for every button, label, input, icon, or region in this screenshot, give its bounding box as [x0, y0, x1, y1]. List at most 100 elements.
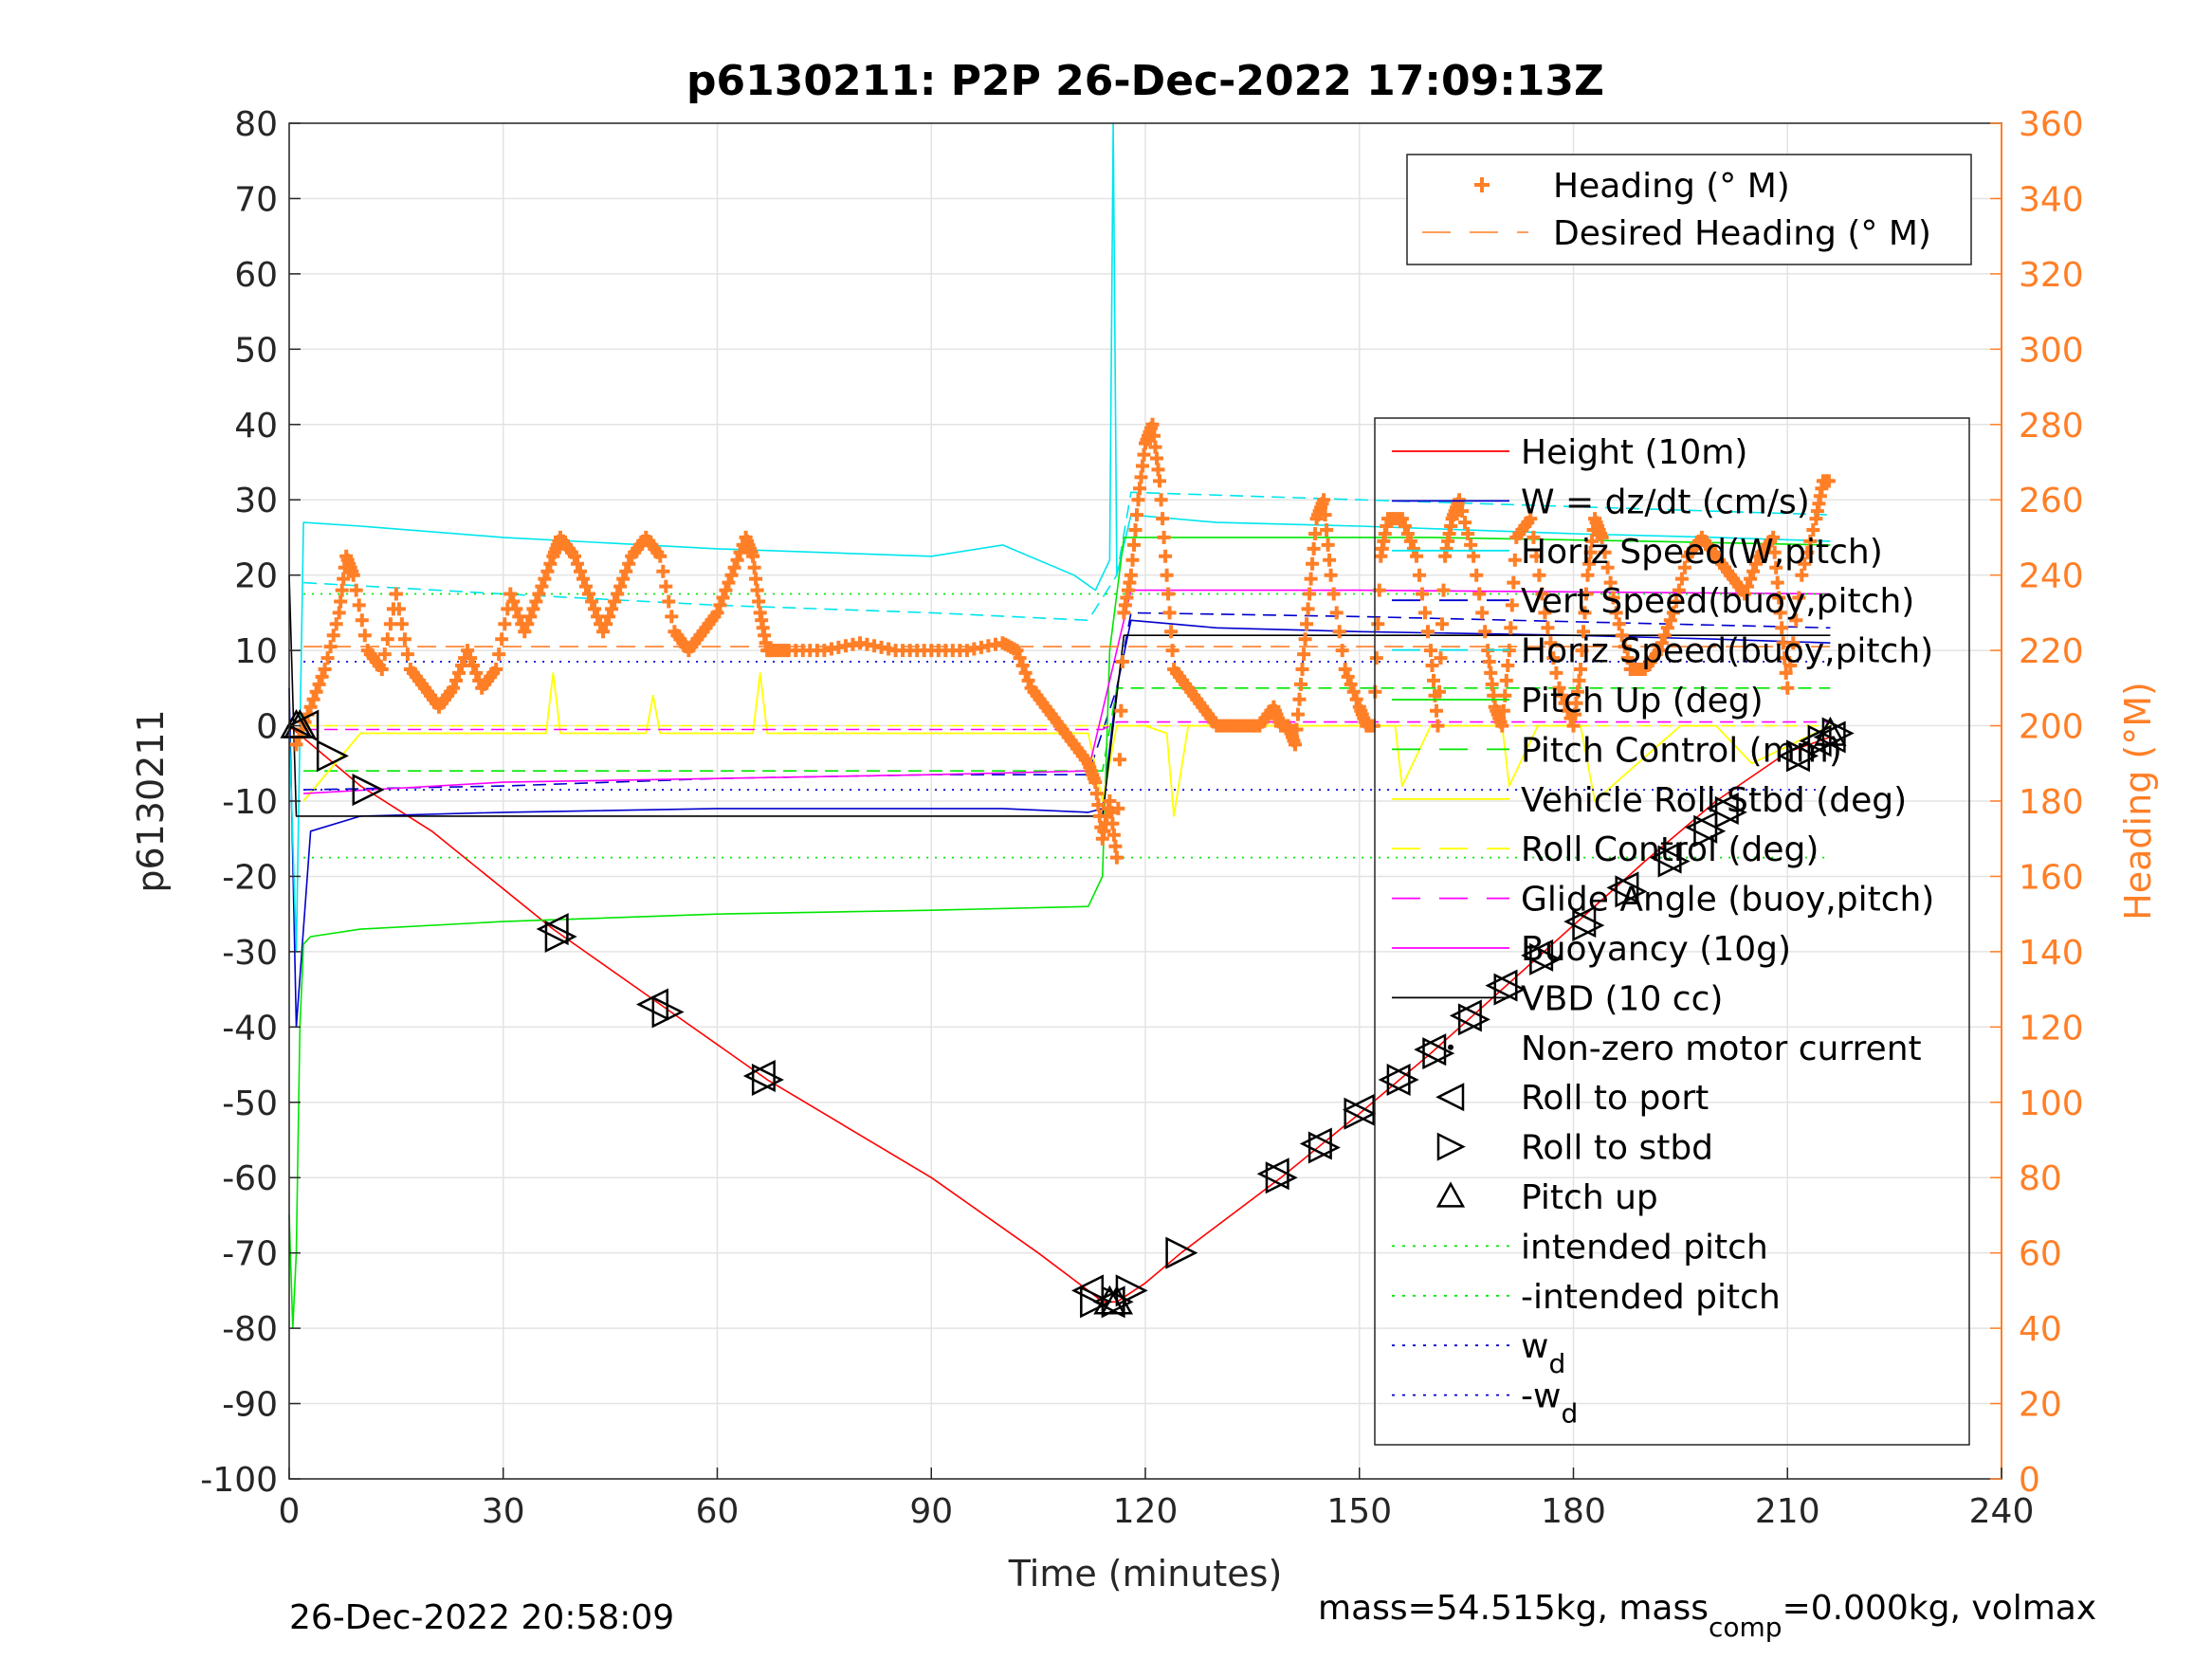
x-tick-label: 60 [696, 1492, 740, 1531]
heading-point [512, 610, 526, 624]
heading-point [1154, 493, 1168, 507]
y-tick-label-left: 0 [256, 708, 278, 747]
heading-point [1297, 647, 1311, 662]
series-line-height [288, 724, 1831, 1304]
marker-roll-to-stbd [1386, 1063, 1419, 1096]
marker-roll-to-stbd [1786, 739, 1819, 773]
marker-roll-to-stbd [1572, 909, 1605, 942]
heading-point [1566, 719, 1581, 733]
heading-point [1789, 613, 1803, 628]
heading-point [1549, 665, 1563, 680]
heading-point [662, 594, 676, 609]
heading-point [329, 617, 343, 631]
x-tick-label: 120 [1113, 1492, 1179, 1531]
x-axis: 0 30 60 90 120 150 180 210 240 [279, 1468, 2034, 1531]
marker-roll-to-stbd [1657, 845, 1691, 878]
heading-point [1606, 591, 1620, 605]
heading-point [503, 587, 518, 601]
heading-point [1583, 545, 1598, 559]
heading-point [529, 594, 543, 609]
heading-point [1603, 575, 1618, 590]
heading-point [1770, 575, 1784, 590]
heading-point [1151, 463, 1165, 477]
legend-top-label: Desired Heading (° M) [1553, 214, 1931, 253]
heading-point [526, 602, 540, 616]
heading-point [1786, 636, 1801, 650]
legend-heading-symbol [1474, 177, 1490, 192]
legend-main-label: Vehicle Roll Stbd (deg) [1521, 781, 1907, 820]
y-tick-label-left: 30 [234, 482, 278, 520]
y-tick-label-right: 340 [2019, 180, 2084, 219]
heading-point [1130, 508, 1143, 522]
heading-point [719, 583, 733, 597]
heading-point [613, 579, 628, 593]
legend-main-label: -intended pitch [1521, 1278, 1781, 1317]
marker-roll-to-stbd [1714, 795, 1747, 829]
legend-main-label: Pitch up [1521, 1178, 1658, 1217]
legend-main-label: Pitch Control (mm) [1521, 731, 1842, 770]
y-tick-label-right: 200 [2019, 708, 2084, 747]
heading-point [323, 640, 338, 654]
heading-point [605, 602, 619, 616]
marker-roll-to-stbd [1457, 1003, 1490, 1036]
heading-point [466, 659, 481, 672]
y-tick-label-right: 0 [2019, 1461, 2040, 1500]
heading-point [1410, 549, 1423, 563]
heading-point [1569, 696, 1583, 710]
heading-point [1133, 482, 1146, 496]
heading-point [380, 632, 394, 647]
heading-point [1654, 636, 1669, 650]
heading-point [1657, 629, 1672, 643]
heading-point [1660, 621, 1674, 635]
heading-point [579, 579, 593, 593]
heading-point [1798, 556, 1812, 571]
heading-point [1108, 839, 1123, 853]
y-tick-label-right: 140 [2019, 934, 2084, 973]
marker-roll-to-stbd [1344, 1097, 1377, 1130]
heading-point [710, 606, 724, 620]
heading-point [1091, 798, 1106, 811]
series-group [288, 122, 1836, 1329]
heading-point [1346, 684, 1361, 699]
y-axis-label-right: Heading (°M) [2117, 682, 2159, 921]
heading-point [1303, 587, 1317, 601]
y-tick-label-right: 360 [2019, 105, 2084, 144]
heading-point [582, 587, 595, 601]
heading-point [750, 583, 764, 597]
heading-point [1585, 534, 1600, 548]
heading-point [518, 625, 532, 639]
heading-point [1472, 587, 1487, 601]
heading-point [1162, 606, 1177, 620]
heading-point [616, 572, 631, 586]
y-tick-label-left: -60 [222, 1159, 278, 1198]
y-tick-label-left: -30 [222, 934, 278, 973]
heading-point [1434, 651, 1448, 665]
x-tick-label: 150 [1326, 1492, 1392, 1531]
heading-point [1164, 625, 1179, 639]
legend-main-label: W = dz/dt (cm/s) [1521, 483, 1810, 521]
heading-point [1544, 636, 1558, 650]
legend-marker-symbol [1435, 1181, 1466, 1208]
heading-point [1524, 512, 1538, 526]
y-tick-label-left: -20 [222, 858, 278, 897]
heading-point [1156, 512, 1170, 526]
marker-roll-to-stbd [1529, 942, 1563, 975]
heading-point [1338, 663, 1352, 676]
heading-point [1021, 673, 1035, 687]
heading-point [334, 594, 348, 609]
heading-point [1575, 644, 1589, 658]
heading-point [1128, 523, 1143, 537]
y-tick-label-left: -90 [222, 1386, 278, 1425]
heading-point [1571, 684, 1584, 699]
heading-point [289, 738, 303, 752]
heading-point [596, 625, 611, 639]
heading-point [1430, 703, 1443, 718]
heading-point [1089, 787, 1104, 801]
heading-point [1669, 594, 1683, 609]
legend-main-label: Roll to port [1521, 1079, 1709, 1118]
heading-point [1582, 556, 1597, 571]
heading-point [611, 587, 625, 601]
y-tick-label-left: -10 [222, 783, 278, 822]
heading-point [1574, 663, 1587, 676]
